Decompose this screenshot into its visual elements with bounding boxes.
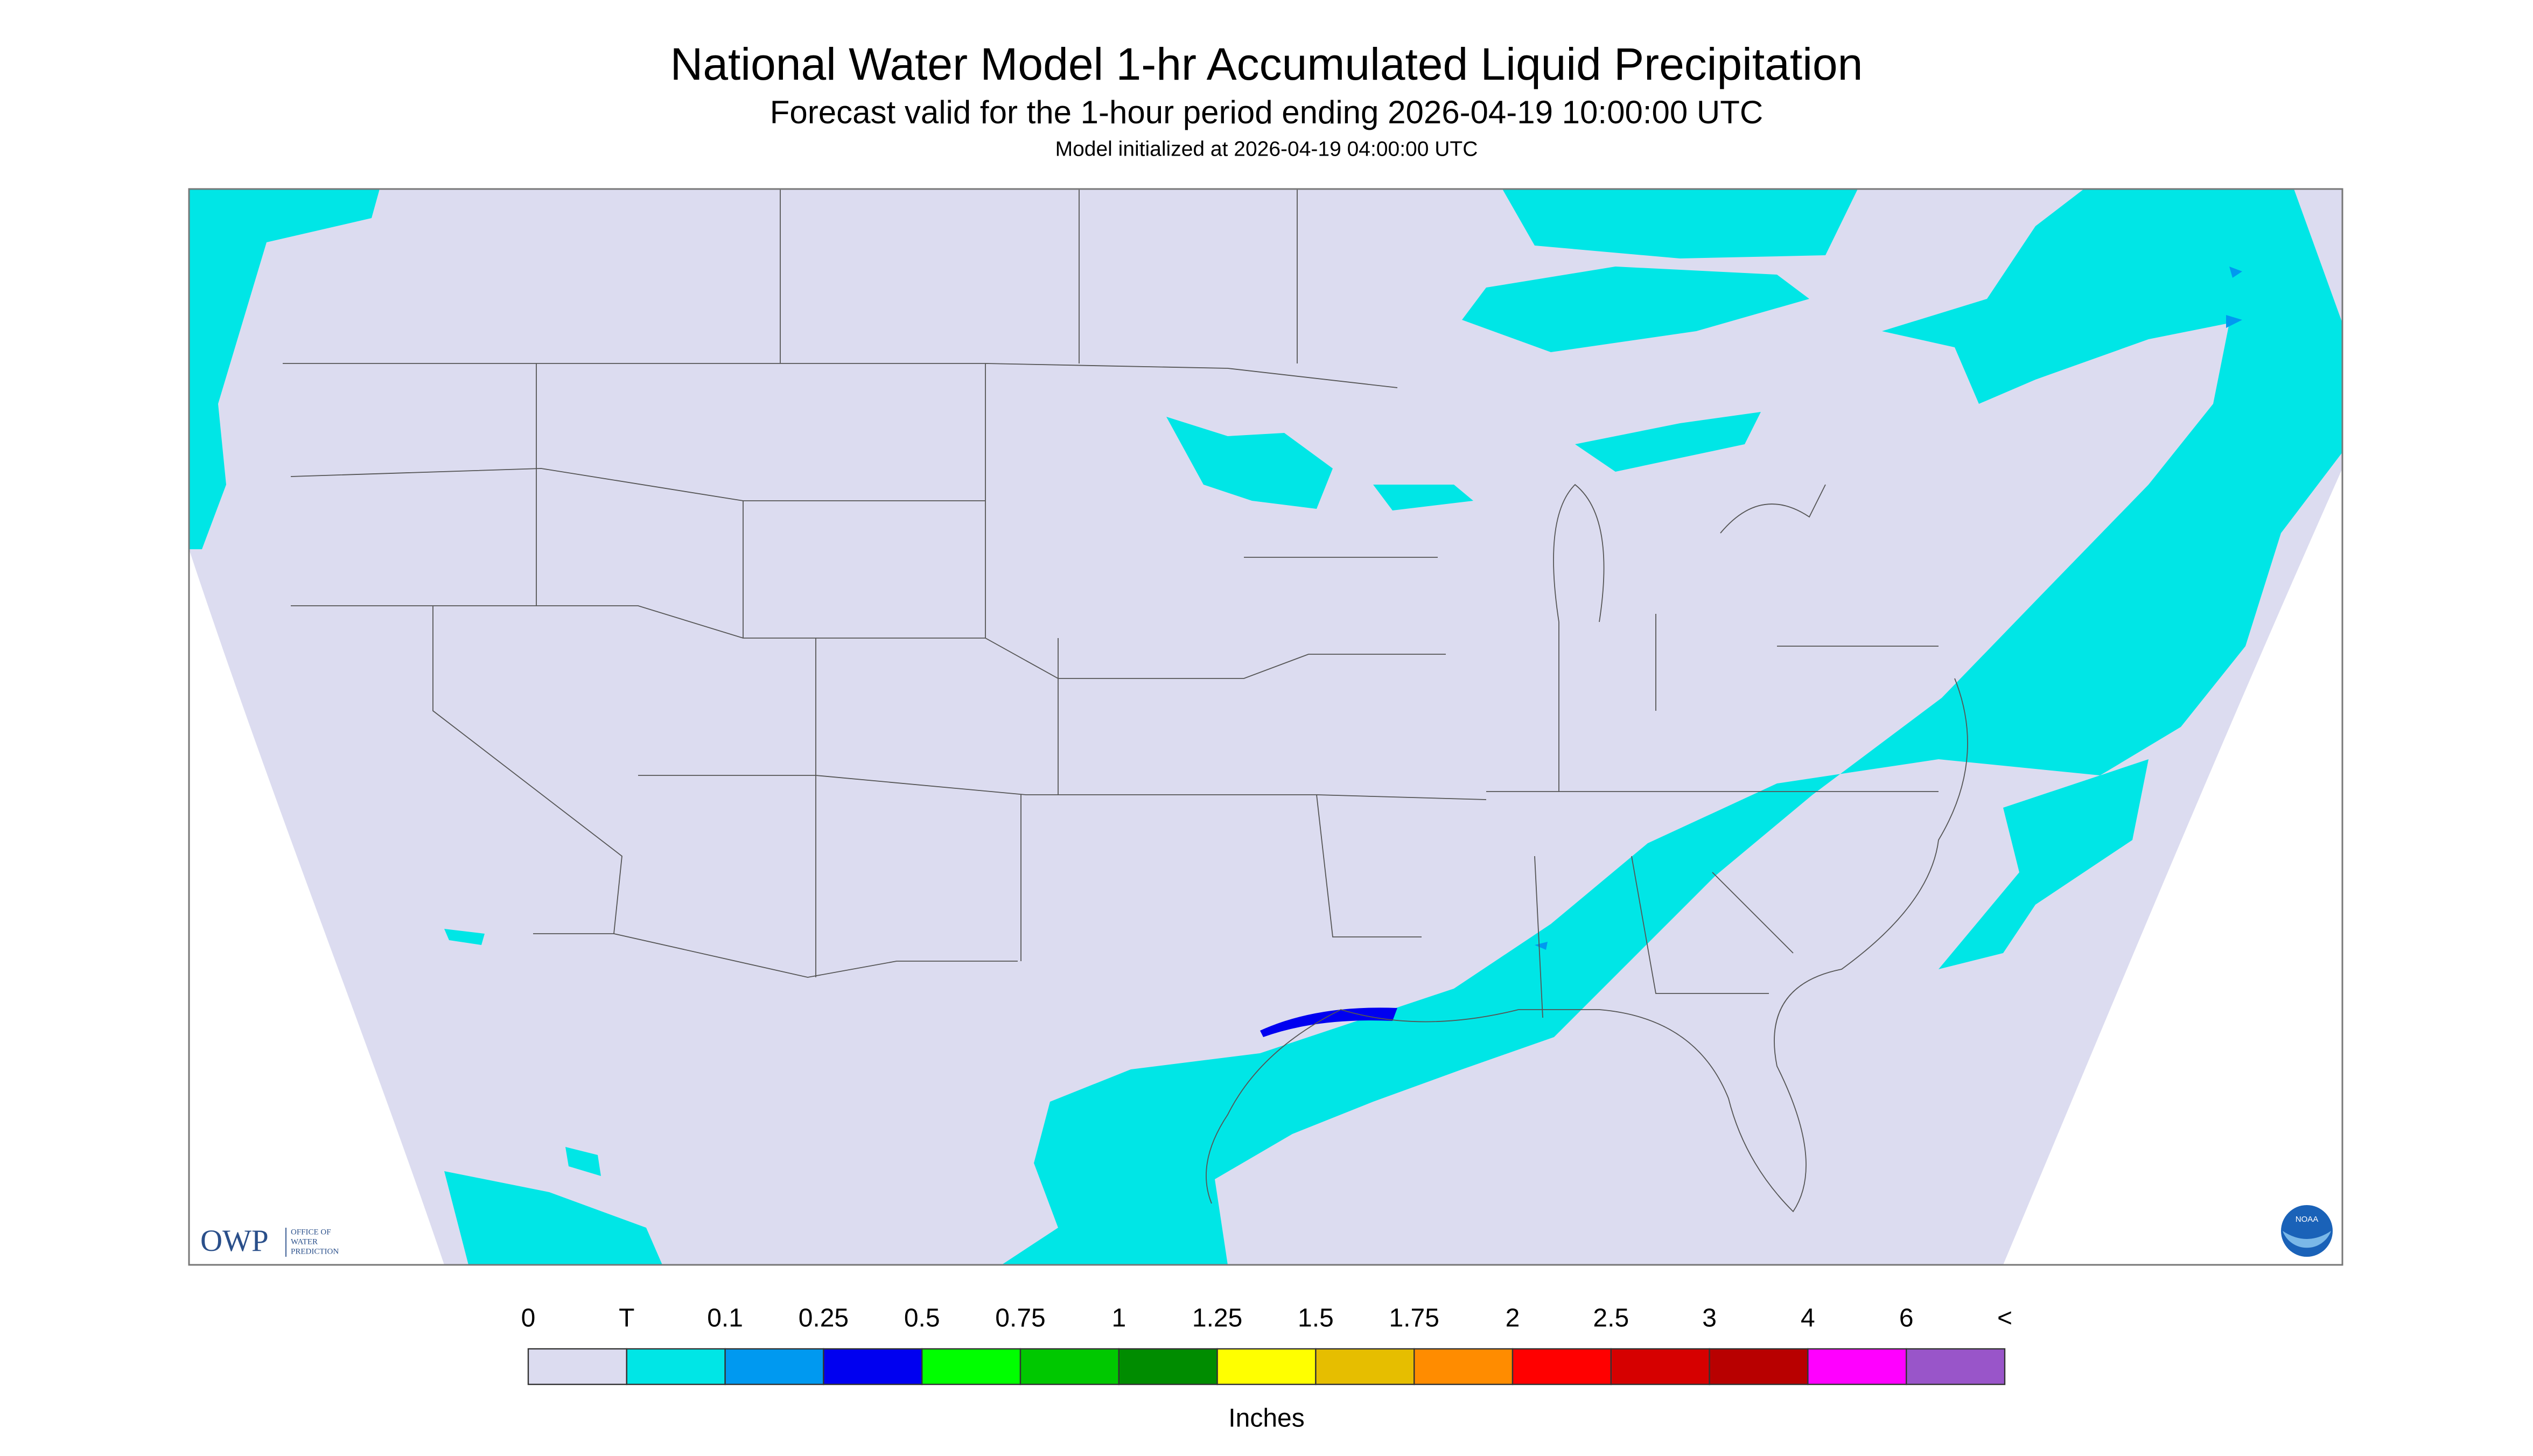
legend-swatch [823,1348,923,1385]
subtitle: Forecast valid for the 1-hour period end… [770,94,1763,130]
legend-label: T [619,1304,634,1333]
legend-swatch [1019,1348,1120,1385]
owp-name: WATER [291,1237,318,1246]
legend-label: 2 [1506,1304,1520,1333]
legend-label: 6 [1899,1304,1914,1333]
legend-swatch [1216,1348,1317,1385]
owp-name: PREDICTION [291,1247,339,1256]
owp-name: OFFICE OF [291,1228,331,1236]
legend-label: 4 [1801,1304,1815,1333]
legend-swatch [1905,1348,2006,1385]
precip-areas [189,189,2342,1265]
owp-logo: OWP [200,1224,269,1258]
legend-label: 0 [521,1304,536,1333]
legend-label: 1.5 [1298,1304,1334,1333]
legend-swatch [1610,1348,1710,1385]
title: National Water Model 1-hr Accumulated Li… [670,39,1863,89]
outside-domain-right [2003,468,2342,1265]
noaa-logo [2281,1205,2333,1257]
legend-swatch [1315,1348,1415,1385]
legend: Inches 0 T 0.1 0.25 0.5 0.75 1 1.25 1.5 1.75 2 2.5 3… [521,1304,2012,1433]
legend-label: 0.1 [707,1304,743,1333]
legend-label: 1.75 [1389,1304,1439,1333]
legend-swatch [724,1348,824,1385]
legend-swatch [1118,1348,1218,1385]
outside-domain-left [189,549,444,1265]
legend-swatch [1414,1348,1514,1385]
boundaries [283,189,1968,1213]
legend-label: 1.25 [1192,1304,1242,1333]
legend-label: 0.5 [904,1304,940,1333]
legend-label: 0.25 [799,1304,849,1333]
legend-swatch [626,1348,726,1385]
map-frame [188,188,2343,1266]
noaa-text: NOAA [2296,1215,2319,1224]
legend-swatch [1709,1348,1809,1385]
legend-swatch [1512,1348,1612,1385]
legend-label: < [1997,1304,2012,1333]
legend-label: 3 [1702,1304,1717,1333]
map: OWP OFFICE OF WATER PREDICTION NOAA [188,188,2343,1266]
init-time: Model initialized at 2026-04-19 04:00:00… [1055,137,1478,160]
legend-unit: Inches [1228,1404,1304,1433]
legend-swatch [1807,1348,1907,1385]
legend-label: 1 [1111,1304,1126,1333]
legend-label: 2.5 [1593,1304,1629,1333]
legend-swatch [921,1348,1021,1385]
legend-label: 0.75 [995,1304,1045,1333]
legend-swatch [527,1348,628,1385]
